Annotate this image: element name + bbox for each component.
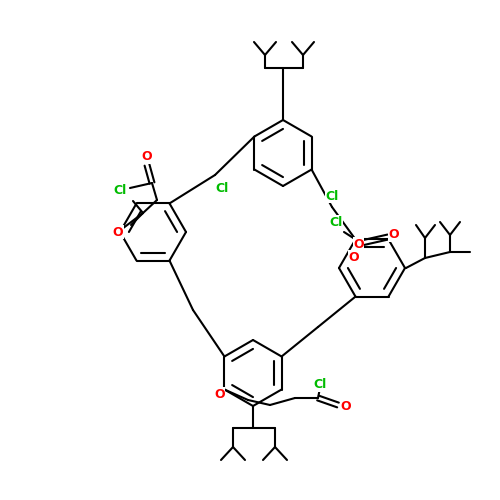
Text: Cl: Cl: [314, 378, 326, 392]
Text: Cl: Cl: [114, 184, 126, 196]
Text: Cl: Cl: [216, 182, 228, 194]
Text: O: O: [112, 226, 124, 238]
Text: O: O: [142, 150, 152, 164]
Text: O: O: [353, 238, 364, 251]
Text: O: O: [340, 400, 351, 413]
Text: O: O: [388, 228, 400, 241]
Text: Cl: Cl: [326, 190, 338, 202]
Text: O: O: [348, 251, 359, 264]
Text: O: O: [214, 388, 224, 401]
Text: Cl: Cl: [330, 216, 342, 228]
